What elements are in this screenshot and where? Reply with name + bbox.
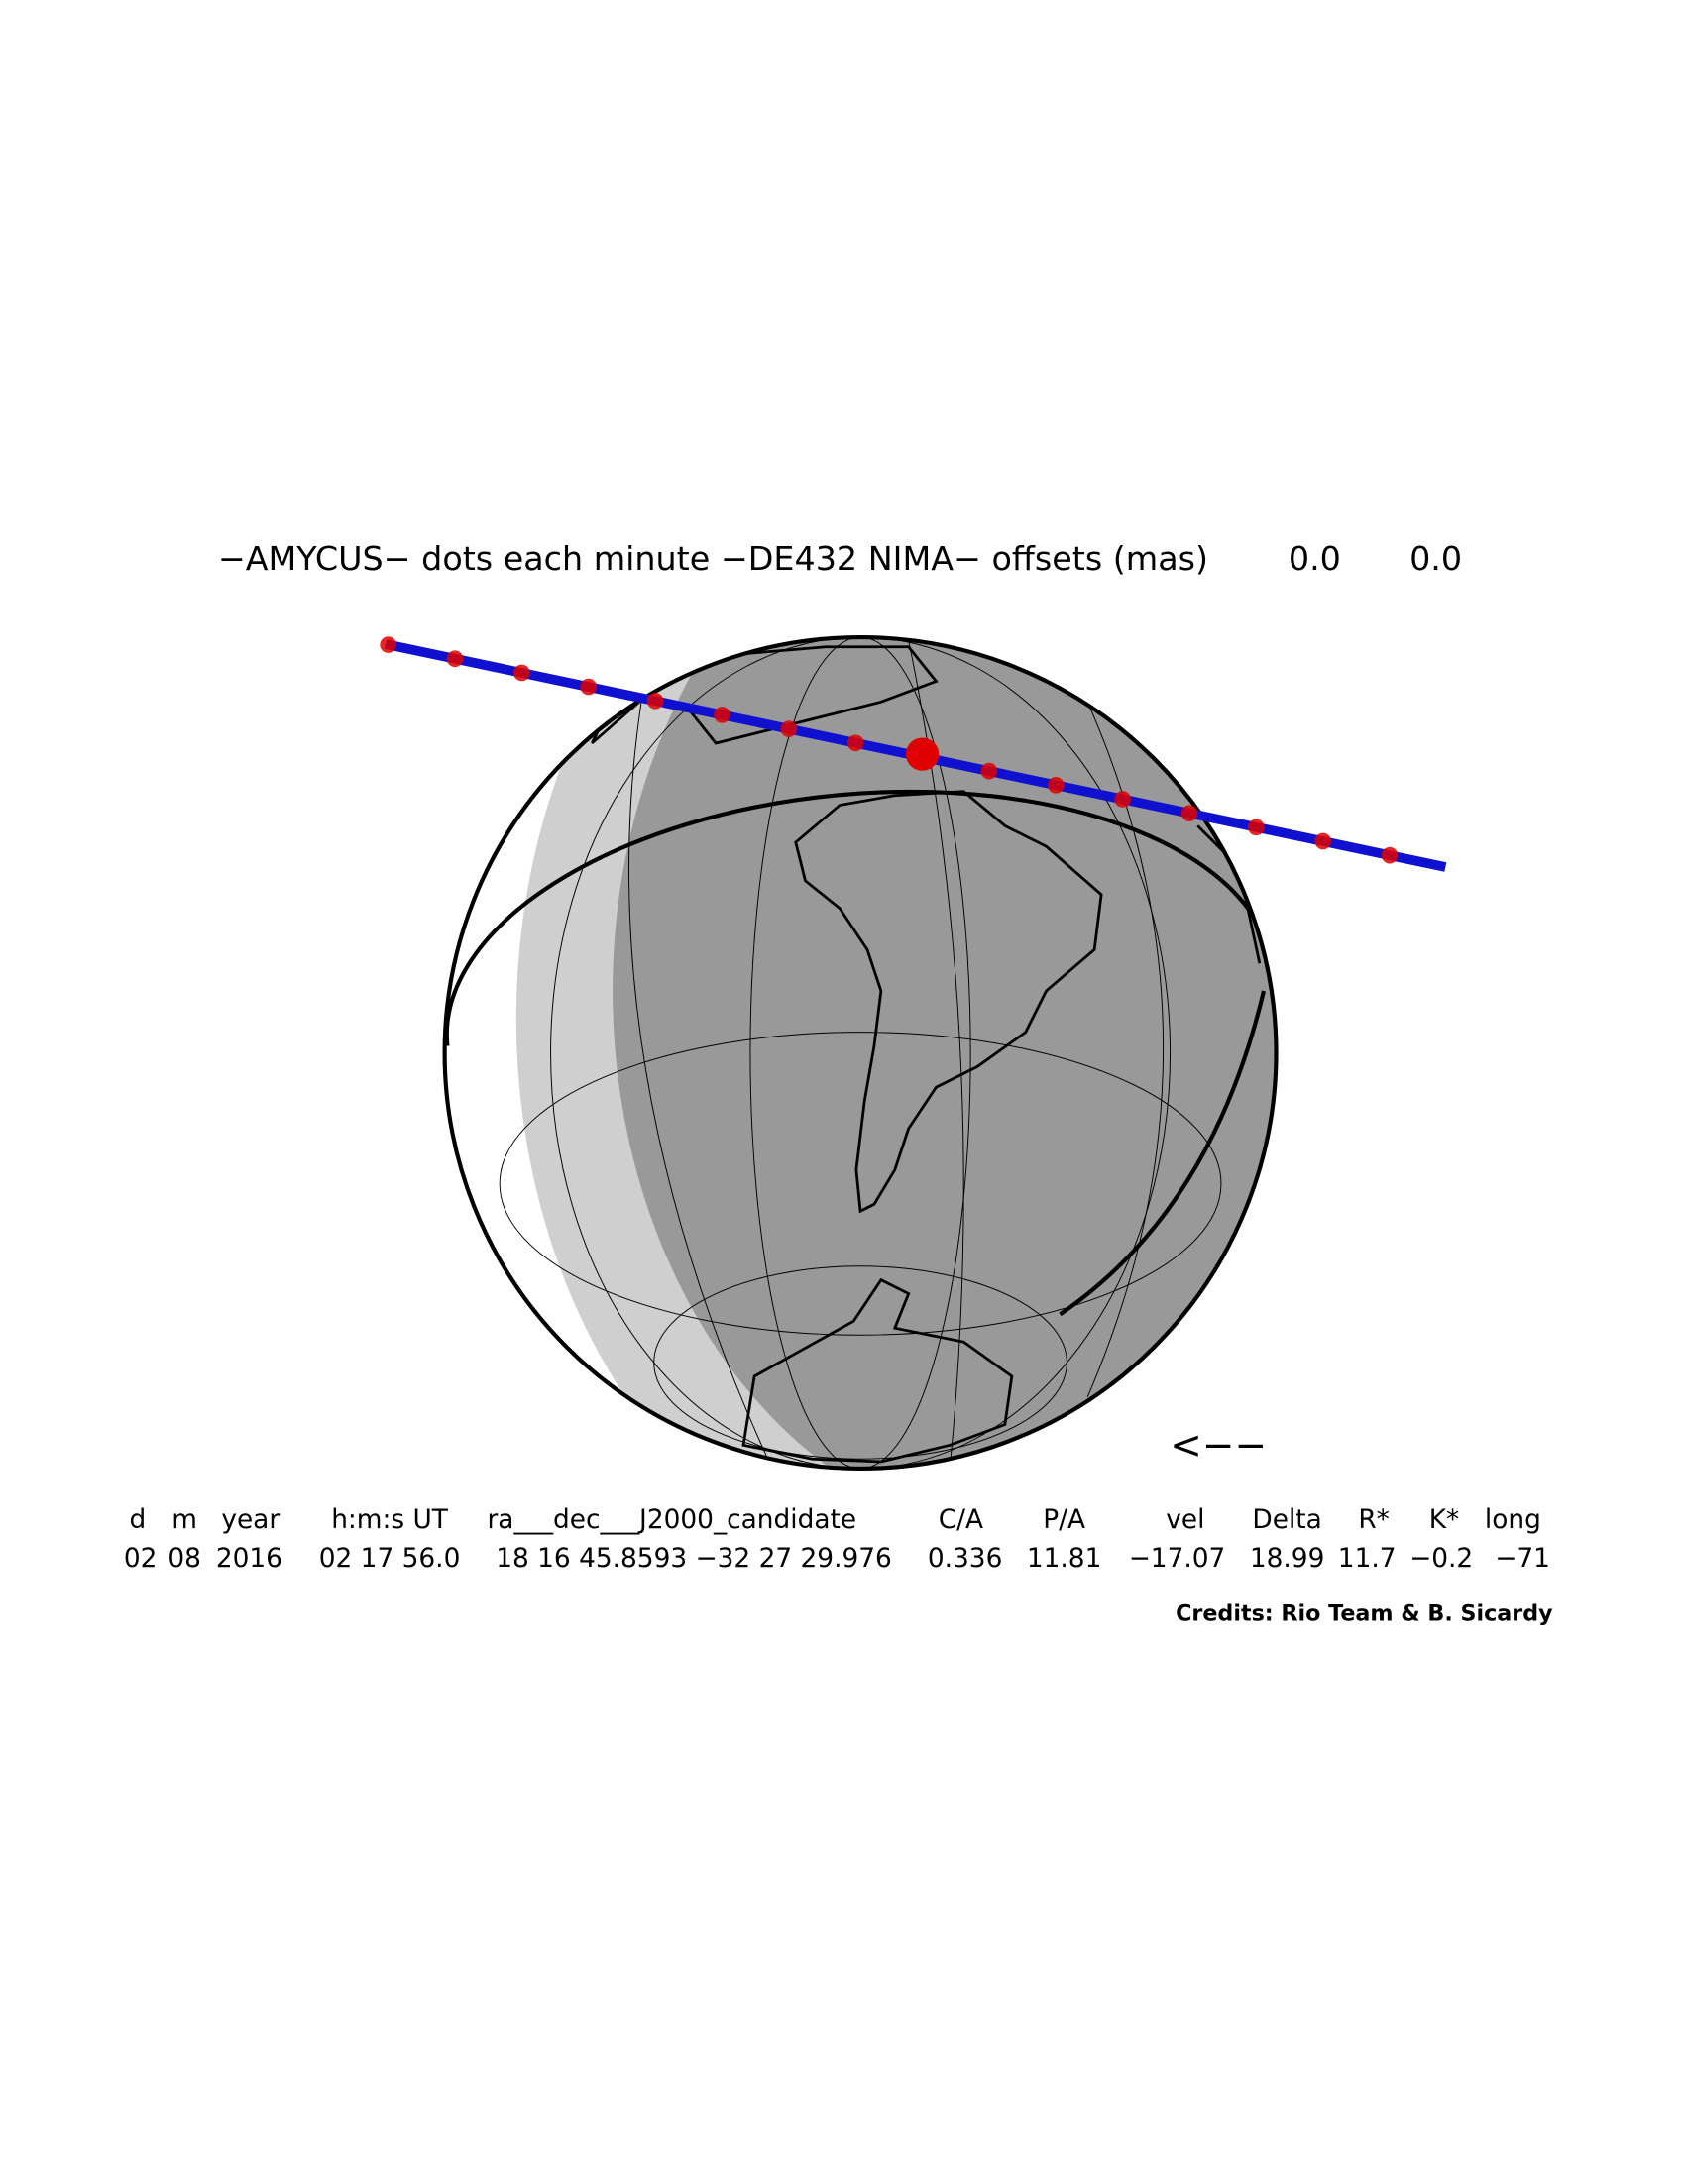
minute-dot [780, 720, 798, 737]
column-value: 18.99 [1250, 1544, 1325, 1574]
column-header: vel [1166, 1505, 1204, 1535]
column-header: h:m:s UT [331, 1505, 449, 1535]
minute-dot [1314, 832, 1332, 850]
motion-direction: <−− [1170, 1424, 1267, 1469]
minute-dot [1381, 846, 1399, 864]
column-header: P/A [1043, 1505, 1085, 1535]
column-value: 11.81 [1027, 1544, 1102, 1574]
minute-dot [1114, 791, 1131, 808]
minute-dot [1047, 776, 1065, 794]
column-header: ra___dec___J2000_candidate [487, 1505, 856, 1535]
column-value: −17.07 [1129, 1544, 1226, 1574]
column-value: 02 17 56.0 [319, 1544, 461, 1574]
minute-dots [380, 636, 1399, 864]
minute-dot [646, 692, 664, 710]
event-table: d m year h:m:s UT ra___dec___J2000_candidate… [124, 1505, 1550, 1574]
column-header: C/A [939, 1505, 983, 1535]
minute-dot [513, 664, 530, 682]
column-header: K* [1429, 1505, 1459, 1535]
column-value: 02 [124, 1544, 158, 1574]
column-header: R* [1358, 1505, 1390, 1535]
closest-approach-dot [905, 737, 940, 771]
minute-dot [446, 650, 464, 668]
central-line-limit [444, 789, 1276, 1046]
column-value: 2016 [216, 1544, 282, 1574]
column-value: 08 [168, 1544, 201, 1574]
credits: Credits: Rio Team & B. Sicardy [1176, 1601, 1553, 1627]
column-value: −71 [1495, 1544, 1550, 1574]
minute-dot [714, 707, 730, 723]
column-header: year [221, 1505, 280, 1535]
column-value: 0.336 [928, 1544, 1003, 1574]
minute-dot [380, 636, 396, 653]
shadow-limit [1059, 990, 1267, 1317]
column-header: Delta [1252, 1505, 1321, 1535]
minute-dot [980, 762, 998, 780]
globe [442, 634, 1279, 1472]
column-header: m [171, 1505, 197, 1535]
minute-dot [580, 678, 598, 696]
column-header: long [1485, 1505, 1541, 1535]
column-value: 11.7 [1338, 1544, 1397, 1574]
occultation-track [380, 636, 1447, 872]
offset-value: 0.0 [1409, 539, 1462, 578]
column-value: 18 16 45.8593 −32 27 29.976 [496, 1544, 892, 1574]
minute-dot [846, 734, 864, 752]
minute-dot [1180, 805, 1198, 821]
offset-value: 0.0 [1289, 539, 1341, 578]
minute-dot [1248, 819, 1265, 836]
column-header: d [130, 1505, 147, 1535]
map-title: −AMYCUS− dots each minute −DE432 NIMA− o… [218, 539, 1208, 578]
globe-outline [442, 634, 1279, 1472]
column-value: −0.2 [1409, 1544, 1473, 1574]
